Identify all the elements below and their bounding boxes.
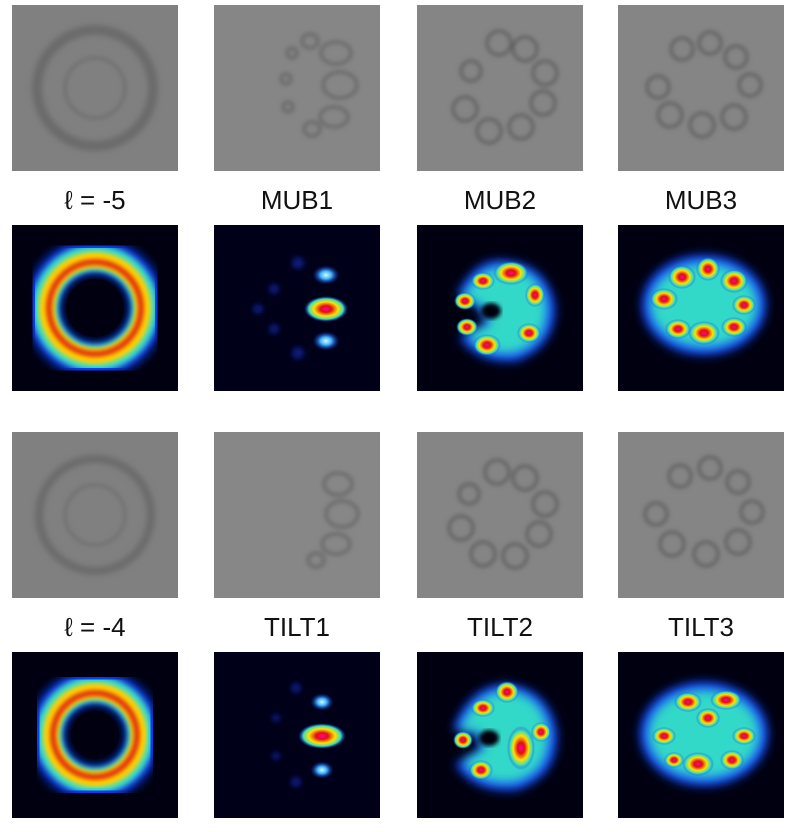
intensity-image-tilt3 (618, 432, 784, 598)
bottom-panel: ℓ = -4 TILT1 TILT2 TILT3 (0, 432, 800, 832)
intensity-image-tilt1 (214, 432, 380, 598)
label-tilt2: TILT2 (467, 612, 533, 642)
heatmap-l-4 (12, 652, 178, 818)
heatmap-tilt2 (417, 652, 583, 818)
label-tilt3: TILT3 (668, 612, 734, 642)
intensity-image-tilt2 (417, 432, 583, 598)
heatmap-tilt1 (214, 652, 380, 818)
heatmap-tilt3 (618, 652, 784, 818)
label-tilt1: TILT1 (264, 612, 330, 642)
intensity-image-mub2 (417, 5, 583, 171)
label-l-4: ℓ = -4 (64, 612, 126, 642)
intensity-image-l-4 (12, 432, 178, 598)
heatmap-l-5 (12, 225, 178, 391)
label-mub2: MUB2 (463, 185, 537, 215)
label-mub3: MUB3 (664, 185, 738, 215)
top-panel: ℓ = -5 MUB1 MUB2 MUB3 (0, 5, 800, 405)
heatmap-mub3 (618, 225, 784, 391)
label-mub1: MUB1 (260, 185, 334, 215)
intensity-image-l-5 (12, 5, 178, 171)
label-l-5: ℓ = -5 (64, 185, 126, 215)
intensity-image-mub1 (214, 5, 380, 171)
heatmap-mub1 (214, 225, 380, 391)
intensity-image-mub3 (618, 5, 784, 171)
heatmap-mub2 (417, 225, 583, 391)
